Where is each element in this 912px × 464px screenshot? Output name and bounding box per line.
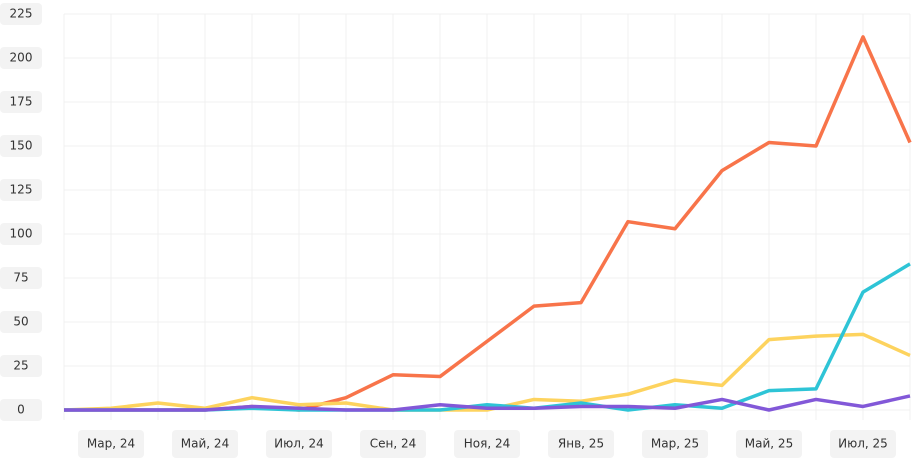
x-tick-label: Мар, 25 — [651, 437, 699, 451]
x-tick-box — [548, 430, 614, 458]
x-tick-box — [830, 430, 896, 458]
series-line — [64, 394, 911, 412]
x-tick-label: Май, 24 — [181, 437, 229, 451]
x-tick-label: Ноя, 24 — [464, 437, 510, 451]
x-tick-label: Сен, 24 — [370, 437, 417, 451]
x-tick-box — [736, 430, 802, 458]
y-tick-label: 175 — [10, 95, 33, 109]
x-tick-box — [78, 430, 144, 458]
y-tick-box — [0, 311, 42, 333]
y-tick-box — [0, 267, 42, 289]
y-tick-label: 50 — [13, 315, 28, 329]
y-tick-box — [0, 135, 42, 157]
y-tick-box — [0, 223, 42, 245]
y-tick-label: 200 — [10, 51, 33, 65]
x-tick-box — [454, 430, 520, 458]
y-tick-box — [0, 179, 42, 201]
y-tick-label: 125 — [10, 183, 33, 197]
y-tick-box — [0, 399, 42, 421]
y-tick-label: 150 — [10, 139, 33, 153]
y-tick-box — [0, 355, 42, 377]
y-tick-box — [0, 3, 42, 25]
x-tick-label: Янв, 25 — [558, 437, 604, 451]
y-tick-label: 225 — [10, 7, 33, 21]
x-tick-box — [360, 430, 426, 458]
y-tick-box — [0, 91, 42, 113]
x-tick-label: Июл, 24 — [274, 437, 324, 451]
y-tick-label: 25 — [13, 359, 28, 373]
x-tick-box — [172, 430, 238, 458]
series-line — [63, 332, 911, 412]
y-tick-box — [0, 47, 42, 69]
y-tick-label: 100 — [10, 227, 33, 241]
x-tick-label: Май, 25 — [745, 437, 793, 451]
x-tick-label: Июл, 25 — [838, 437, 888, 451]
x-tick-box — [642, 430, 708, 458]
y-tick-label: 0 — [17, 403, 25, 417]
x-tick-box — [266, 430, 332, 458]
x-tick-label: Мар, 24 — [87, 437, 135, 451]
y-tick-label: 75 — [13, 271, 28, 285]
